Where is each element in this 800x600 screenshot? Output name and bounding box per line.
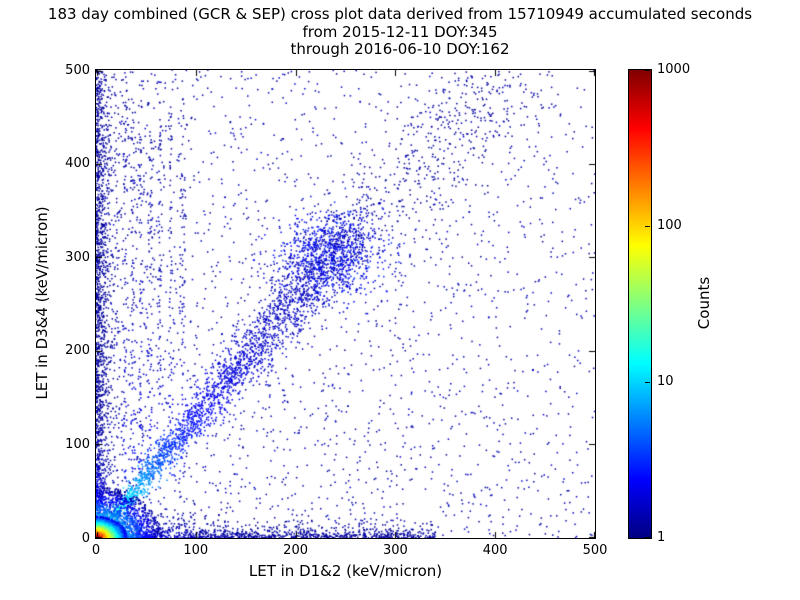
y-tick-label: 0 (81, 530, 90, 546)
x-tick-label: 0 (91, 543, 101, 558)
y-axis-label: LET in D3&4 (keV/micron) (33, 206, 51, 400)
x-tick-label: 200 (283, 543, 308, 558)
x-axis-label: LET in D1&2 (keV/micron) (248, 562, 443, 580)
colorbar-tick-mark (645, 537, 650, 538)
colorbar-tick-label: 1 (657, 530, 666, 545)
y-tick-label: 100 (65, 436, 90, 452)
chart-subtitle-from: from 2015-12-11 DOY:345 (302, 22, 498, 41)
y-tick-label: 300 (65, 249, 90, 265)
x-tick-label: 500 (582, 543, 608, 558)
y-tick-label: 400 (65, 156, 90, 172)
chart-subtitle-through: through 2016-06-10 DOY:162 (290, 40, 510, 58)
x-tick-label: 400 (482, 543, 508, 558)
colorbar-label: Counts (695, 276, 713, 330)
colorbar-tick-label: 100 (657, 218, 682, 233)
y-tick-label: 500 (65, 62, 90, 78)
x-tick-label: 100 (183, 543, 209, 558)
colorbar-tick-mark (645, 70, 650, 71)
x-tick-label: 300 (382, 543, 408, 558)
plot-area (95, 69, 596, 539)
colorbar-tick-mark (645, 226, 650, 227)
title-block: 183 day combined (GCR & SEP) cross plot … (0, 5, 800, 59)
chart-title: 183 day combined (GCR & SEP) cross plot … (47, 5, 753, 23)
scatter-canvas (96, 70, 595, 538)
colorbar-tick-label: 10 (657, 374, 674, 389)
colorbar-gradient (629, 70, 651, 538)
colorbar-tick-label: 1000 (657, 62, 691, 77)
colorbar-tick-mark (645, 382, 650, 383)
colorbar (628, 69, 652, 539)
y-tick-label: 200 (65, 343, 90, 359)
